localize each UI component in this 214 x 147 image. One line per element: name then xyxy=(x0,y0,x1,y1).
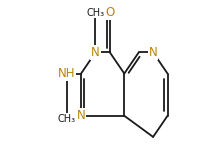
Text: CH₃: CH₃ xyxy=(86,8,104,18)
Text: N: N xyxy=(149,46,158,59)
Text: N: N xyxy=(77,109,85,122)
Text: CH₃: CH₃ xyxy=(58,114,76,124)
Text: N: N xyxy=(91,46,100,59)
Text: NH: NH xyxy=(58,67,75,80)
Text: O: O xyxy=(105,6,114,19)
